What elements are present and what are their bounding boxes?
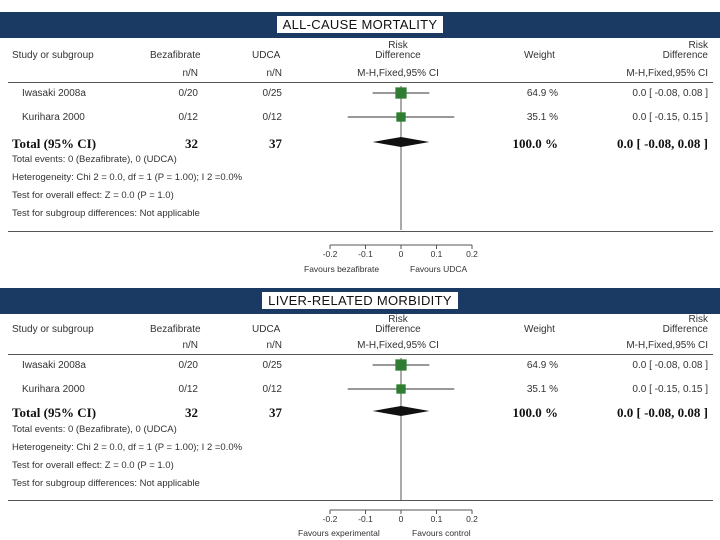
forest-plot-liver-morbidity: Study or subgroup Bezafibrate UDCA n/N n… (8, 314, 718, 540)
study-marker (396, 112, 406, 122)
header-rule (8, 354, 713, 355)
forest-plot-mortality: Study or subgroup Bezafibrate UDCA n/N n… (8, 38, 718, 286)
col-group2: UDCA (252, 50, 281, 61)
forest-plot-svg: -0.2 -0.1 0 0.1 0.2 (323, 86, 478, 259)
total-diamond (372, 137, 430, 147)
total-weight: 100.0 % (512, 405, 559, 420)
note-subgroup: Test for subgroup differences: Not appli… (12, 478, 200, 489)
col-n-label-1: n/N (182, 340, 198, 351)
study-name-1: Iwasaki 2008a (22, 88, 86, 99)
col-result-top: Risk (688, 40, 708, 51)
col-study: Study or subgroup (12, 50, 94, 61)
total-ci: 0.0 [ -0.08, 0.08 ] (617, 405, 708, 420)
note-overall-effect: Test for overall effect: Z = 0.0 (P = 1.… (12, 460, 174, 471)
banner-mortality: ALL-CAUSE MORTALITY (0, 12, 720, 38)
chart-title: ALL-CAUSE MORTALITY (276, 16, 444, 33)
study-name-2: Kurihara 2000 (22, 384, 85, 395)
col-n-label-2: n/N (266, 340, 282, 351)
col-n-label-2: n/N (266, 68, 282, 79)
study-ci-2: 0.0 [ -0.15, 0.15 ] (632, 384, 708, 395)
x-tick-label: 0.2 (466, 514, 478, 524)
header-rule (8, 82, 713, 83)
col-group1: Bezafibrate (150, 324, 201, 335)
col-effect-mid: Difference (375, 324, 421, 335)
note-events: Total events: 0 (Bezafibrate), 0 (UDCA) (12, 424, 177, 435)
total-weight: 100.0 % (512, 136, 559, 151)
x-tick-label: 0.1 (431, 514, 443, 524)
study-ci-2: 0.0 [ -0.15, 0.15 ] (632, 112, 708, 123)
total-g1: 32 (185, 136, 198, 151)
col-method: M-H,Fixed,95% CI (357, 68, 439, 79)
study-g1-2: 0/12 (178, 112, 198, 123)
forest-plot-svg: -0.2 -0.1 0 0.1 0.2 (323, 358, 478, 524)
col-n-label-1: n/N (182, 68, 198, 79)
total-label: Total (95% CI) (12, 136, 97, 151)
note-overall-effect: Test for overall effect: Z = 0.0 (P = 1.… (12, 190, 174, 201)
col-weight: Weight (524, 50, 555, 61)
footer-rule (8, 231, 713, 232)
note-heterogeneity: Heterogeneity: Chi 2 = 0.0, df = 1 (P = … (12, 172, 243, 183)
x-tick-label: 0.1 (431, 249, 443, 259)
total-g2: 37 (269, 405, 282, 420)
col-group2: UDCA (252, 324, 281, 335)
col-result-top: Risk (688, 314, 708, 325)
study-marker (395, 87, 407, 99)
col-result-method: M-H,Fixed,95% CI (626, 68, 708, 79)
study-g2-2: 0/12 (262, 112, 282, 123)
study-weight-1: 64.9 % (526, 88, 558, 99)
col-study: Study or subgroup (12, 324, 94, 335)
study-marker (396, 384, 406, 394)
favours-right: Favours control (412, 528, 471, 538)
col-result-mid: Difference (662, 324, 708, 335)
x-tick-label: -0.1 (358, 249, 373, 259)
study-g1-1: 0/20 (178, 360, 198, 371)
col-method: M-H,Fixed,95% CI (357, 340, 439, 351)
total-g1: 32 (185, 405, 198, 420)
col-effect-top: Risk (388, 314, 408, 325)
col-group1: Bezafibrate (150, 50, 201, 61)
col-result-mid: Difference (662, 50, 708, 61)
favours-left: Favours experimental (298, 528, 380, 538)
total-diamond (372, 406, 430, 416)
study-g1-1: 0/20 (178, 88, 198, 99)
col-effect-mid: Difference (375, 50, 421, 61)
study-name-2: Kurihara 2000 (22, 112, 85, 123)
study-weight-2: 35.1 % (526, 384, 558, 395)
study-weight-1: 64.9 % (526, 360, 558, 371)
col-effect-top: Risk (388, 40, 408, 51)
study-ci-1: 0.0 [ -0.08, 0.08 ] (632, 88, 708, 99)
x-tick-label: -0.2 (323, 249, 338, 259)
study-name-1: Iwasaki 2008a (22, 360, 86, 371)
study-g2-1: 0/25 (262, 88, 282, 99)
col-result-method: M-H,Fixed,95% CI (626, 340, 708, 351)
study-weight-2: 35.1 % (526, 112, 558, 123)
x-tick-label: 0.2 (466, 249, 478, 259)
study-marker (395, 359, 407, 371)
study-g2-1: 0/25 (262, 360, 282, 371)
x-tick-label: -0.2 (323, 514, 338, 524)
total-g2: 37 (269, 136, 282, 151)
study-g2-2: 0/12 (262, 384, 282, 395)
note-events: Total events: 0 (Bezafibrate), 0 (UDCA) (12, 154, 177, 165)
study-g1-2: 0/12 (178, 384, 198, 395)
col-weight: Weight (524, 324, 555, 335)
chart-title: LIVER-RELATED MORBIDITY (262, 292, 458, 309)
banner-liver-morbidity: LIVER-RELATED MORBIDITY (0, 288, 720, 314)
favours-right: Favours UDCA (410, 264, 468, 274)
total-label: Total (95% CI) (12, 405, 97, 420)
study-ci-1: 0.0 [ -0.08, 0.08 ] (632, 360, 708, 371)
note-heterogeneity: Heterogeneity: Chi 2 = 0.0, df = 1 (P = … (12, 442, 243, 453)
x-tick-label: 0 (399, 514, 404, 524)
footer-rule (8, 500, 713, 501)
total-ci: 0.0 [ -0.08, 0.08 ] (617, 136, 708, 151)
note-subgroup: Test for subgroup differences: Not appli… (12, 208, 200, 219)
x-tick-label: -0.1 (358, 514, 373, 524)
favours-left: Favours bezafibrate (304, 264, 380, 274)
x-tick-label: 0 (399, 249, 404, 259)
